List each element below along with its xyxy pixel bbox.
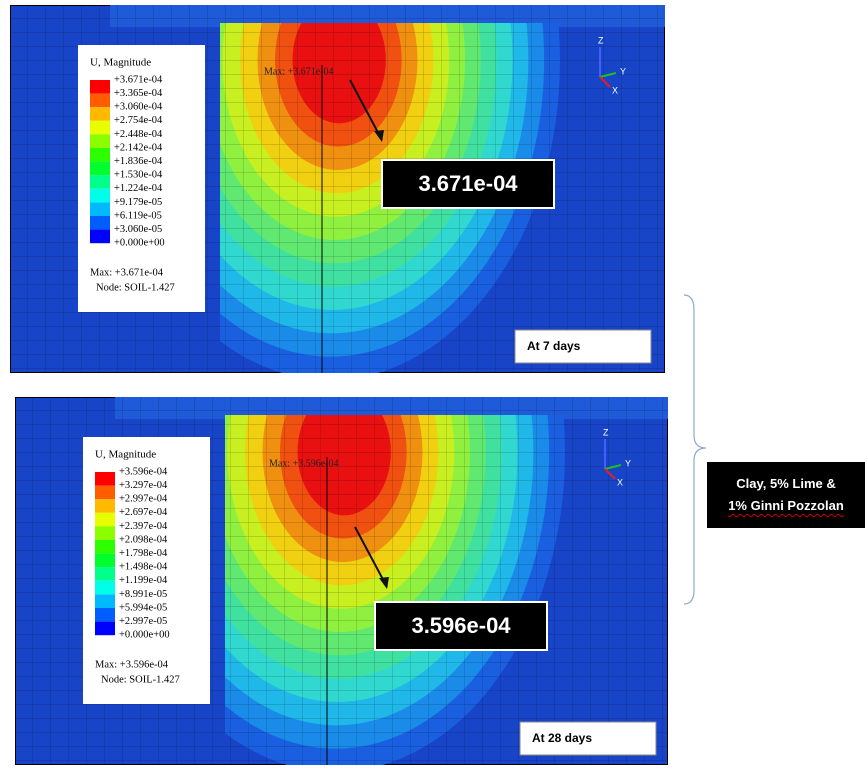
callout-text: 3.596e-04 (411, 613, 511, 638)
legend-swatch (95, 567, 115, 581)
legend-swatch (90, 216, 110, 230)
legend-swatch (90, 134, 110, 148)
legend-swatch (90, 107, 110, 121)
legend-swatch (90, 121, 110, 135)
legend-swatch (95, 608, 115, 622)
legend-swatch (90, 148, 110, 162)
legend-swatch (95, 472, 115, 486)
legend-node: Node: SOIL-1.427 (101, 674, 180, 685)
legend-title: U, Magnitude (90, 57, 151, 69)
legend-value: +2.142e-04 (114, 142, 163, 153)
legend-value: +2.997e-05 (119, 616, 167, 627)
legend-value: +6.119e-05 (114, 210, 162, 221)
legend-swatch (90, 94, 110, 108)
legend-swatch (95, 499, 115, 513)
legend-max: Max: +3.671e-04 (90, 267, 164, 278)
max-marker: Max: +3.596e-04 (269, 458, 339, 469)
legend-value: +3.297e-04 (119, 480, 168, 491)
contour-panel: U, Magnitude +3.596e-04 +3.297e-04 +2.997e-… (15, 397, 668, 765)
legend-value: +3.365e-04 (114, 88, 163, 99)
side-label: Clay, 5% Lime & 1% Ginni Pozzolan (707, 462, 865, 528)
legend-value: +1.798e-04 (119, 548, 168, 559)
legend-value: +3.060e-05 (114, 224, 162, 235)
legend-value: +0.000e+00 (114, 238, 165, 249)
axis-label: X (612, 85, 618, 95)
legend-max: Max: +3.596e-04 (95, 659, 169, 670)
axis-label: X (617, 477, 623, 487)
legend-value: +2.754e-04 (114, 115, 163, 126)
legend-value: +2.397e-04 (119, 521, 168, 532)
legend-swatch (90, 189, 110, 203)
legend-value: +1.836e-04 (114, 156, 163, 167)
callout-text: 3.671e-04 (418, 171, 518, 196)
legend-swatch (95, 581, 115, 595)
legend-swatch (95, 554, 115, 568)
legend-swatch (90, 230, 110, 244)
legend-swatch (90, 202, 110, 216)
legend-swatch (95, 594, 115, 608)
legend-value: +0.000e+00 (119, 630, 170, 641)
legend-value: +8.991e-05 (119, 589, 167, 600)
legend-value: +1.530e-04 (114, 170, 163, 181)
legend-value: +3.596e-04 (119, 466, 168, 477)
legend-node: Node: SOIL-1.427 (96, 282, 175, 293)
axis-label: Z (598, 35, 604, 45)
axis-label: Y (625, 458, 631, 468)
legend-value: +1.199e-04 (119, 575, 168, 586)
legend-swatch (95, 526, 115, 540)
caption: At 28 days (532, 731, 592, 745)
legend-value: +3.671e-04 (114, 74, 163, 85)
caption: At 7 days (527, 339, 581, 353)
axis-label: Y (620, 66, 626, 76)
legend-swatch (95, 622, 115, 636)
legend-value: +2.448e-04 (114, 129, 163, 140)
max-marker: Max: +3.671e-04 (264, 66, 334, 77)
legend-value: +3.060e-04 (114, 102, 163, 113)
legend-swatch (90, 80, 110, 94)
legend-value: +9.179e-05 (114, 197, 162, 208)
side-label-line: Clay, 5% Lime & (736, 473, 835, 495)
figure: Clay, 5% Lime & 1% Ginni Pozzolan U, Mag… (0, 0, 865, 769)
contour-panel: U, Magnitude +3.671e-04 +3.365e-04 +3.060e-… (10, 5, 665, 373)
legend-value: +1.498e-04 (119, 562, 168, 573)
legend-value: +2.997e-04 (119, 494, 168, 505)
legend-swatch (90, 162, 110, 176)
legend-value: +2.098e-04 (119, 534, 168, 545)
legend-swatch (95, 540, 115, 554)
axis-label: Z (603, 427, 609, 437)
bracket (680, 290, 710, 610)
legend-value: +1.224e-04 (114, 183, 163, 194)
legend-swatch (90, 175, 110, 189)
legend-swatch (95, 486, 115, 500)
legend-swatch (95, 513, 115, 527)
side-label-line: 1% Ginni Pozzolan (728, 495, 844, 517)
legend-value: +5.994e-05 (119, 602, 167, 613)
legend-title: U, Magnitude (95, 449, 156, 461)
legend-value: +2.697e-04 (119, 507, 168, 518)
